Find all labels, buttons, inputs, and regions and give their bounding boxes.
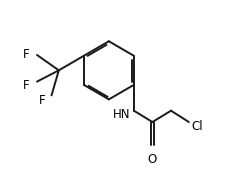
Text: F: F: [23, 79, 30, 92]
Text: F: F: [23, 49, 30, 61]
Text: O: O: [148, 153, 157, 166]
Text: Cl: Cl: [191, 120, 203, 132]
Text: HN: HN: [113, 108, 131, 121]
Text: F: F: [39, 94, 46, 107]
